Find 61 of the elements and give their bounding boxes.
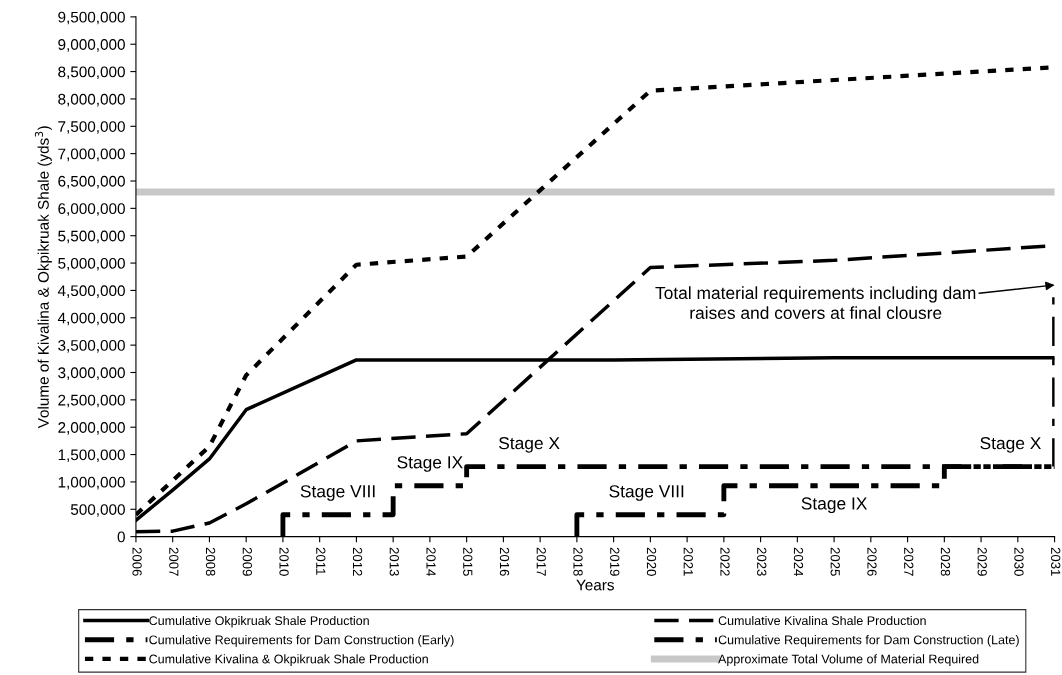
legend-label: Cumulative Requirements for Dam Construction (Early)	[149, 635, 454, 647]
legend-label: Cumulative Kivalina & Okpikruak Shale Production	[149, 654, 428, 666]
x-tick-label: 2027	[904, 547, 914, 576]
x-tick-label: 2009	[242, 547, 252, 576]
y-tick-label: 500,000	[70, 504, 125, 517]
annotation: Stage X	[980, 436, 1041, 453]
y-tick-label: 0	[117, 531, 125, 543]
x-tick-label: 2014	[426, 547, 436, 577]
y-tick-label: 6,500,000	[58, 175, 125, 189]
annotation: Stage VIII	[609, 485, 684, 501]
y-tick-label: 7,000,000	[58, 148, 125, 162]
x-tick-label: 2017	[536, 547, 546, 576]
x-tick-label: 2030	[1014, 547, 1024, 576]
y-tick-label: 7,500,000	[58, 121, 125, 134]
y-tick-label: 4,500,000	[57, 285, 125, 298]
x-tick-label: 2015	[463, 547, 473, 576]
annotation: Stage IX	[801, 497, 868, 514]
x-tick-label: 2031	[1051, 547, 1061, 576]
legend-label: Cumulative Kivalina Shale Production	[718, 615, 926, 626]
x-tick-label: 2008	[205, 547, 216, 576]
x-tick-label: 2026	[867, 547, 877, 576]
y-axis-title: Volume of Kivalina & Okpikruak Shale (yds$^{3}$)	[34, 126, 52, 429]
y-tick-label: 9,000,000	[58, 39, 125, 52]
y-tick-label: 1,500,000	[58, 449, 125, 463]
annotation: Stage VIII	[300, 485, 375, 501]
y-tick-label: 6,000,000	[58, 203, 125, 216]
x-tick-label: 2020	[646, 547, 657, 576]
x-tick-label: 2016	[499, 547, 510, 576]
annotation: Stage X	[499, 436, 560, 453]
x-tick-label: 2023	[757, 547, 767, 576]
y-tick-label: 3,000,000	[58, 367, 125, 380]
legend-label: Approximate Total Volume of Material Required	[718, 654, 979, 666]
y-tick-label: 5,500,000	[58, 230, 125, 244]
y-tick-label: 1,000,000	[58, 476, 125, 490]
x-tick-label: 2028	[940, 547, 951, 576]
annotation: Total material requirements including dam raises and covers at final clousre	[655, 286, 976, 320]
x-tick-label: 2010	[279, 547, 289, 576]
x-tick-label: 2022	[720, 547, 730, 576]
y-tick-label: 8,000,000	[58, 93, 125, 107]
legend-label: Cumulative Requirements for Dam Construction (Late)	[718, 635, 1019, 647]
annotation: Stage IX	[397, 456, 463, 472]
x-tick-label: 2024	[793, 547, 804, 577]
x-tick-label: 2021	[683, 547, 693, 576]
x-tick-label: 2029	[977, 547, 987, 576]
x-tick-label: 2018	[573, 547, 583, 576]
y-tick-label: 2,000,000	[58, 422, 125, 435]
y-tick-label: 5,000,000	[58, 257, 125, 271]
y-tick-label: 3,500,000	[58, 340, 125, 353]
x-tick-label: 2007	[169, 547, 179, 576]
y-tick-label: 9,500,000	[58, 11, 125, 25]
y-tick-label: 2,500,000	[58, 394, 125, 408]
x-tick-label: 2011	[316, 547, 326, 575]
x-tick-label: 2019	[610, 547, 620, 576]
legend-label: Cumulative Okpikruak Shale Production	[149, 615, 369, 628]
x-tick-label: 2013	[389, 547, 399, 576]
x-tick-label: 2025	[830, 547, 840, 576]
x-axis-title: Years	[576, 579, 614, 591]
y-tick-label: 8,500,000	[58, 66, 125, 80]
x-tick-label: 2012	[352, 547, 363, 576]
x-tick-label: 2006	[132, 547, 142, 576]
y-tick-label: 4,000,000	[57, 312, 125, 326]
